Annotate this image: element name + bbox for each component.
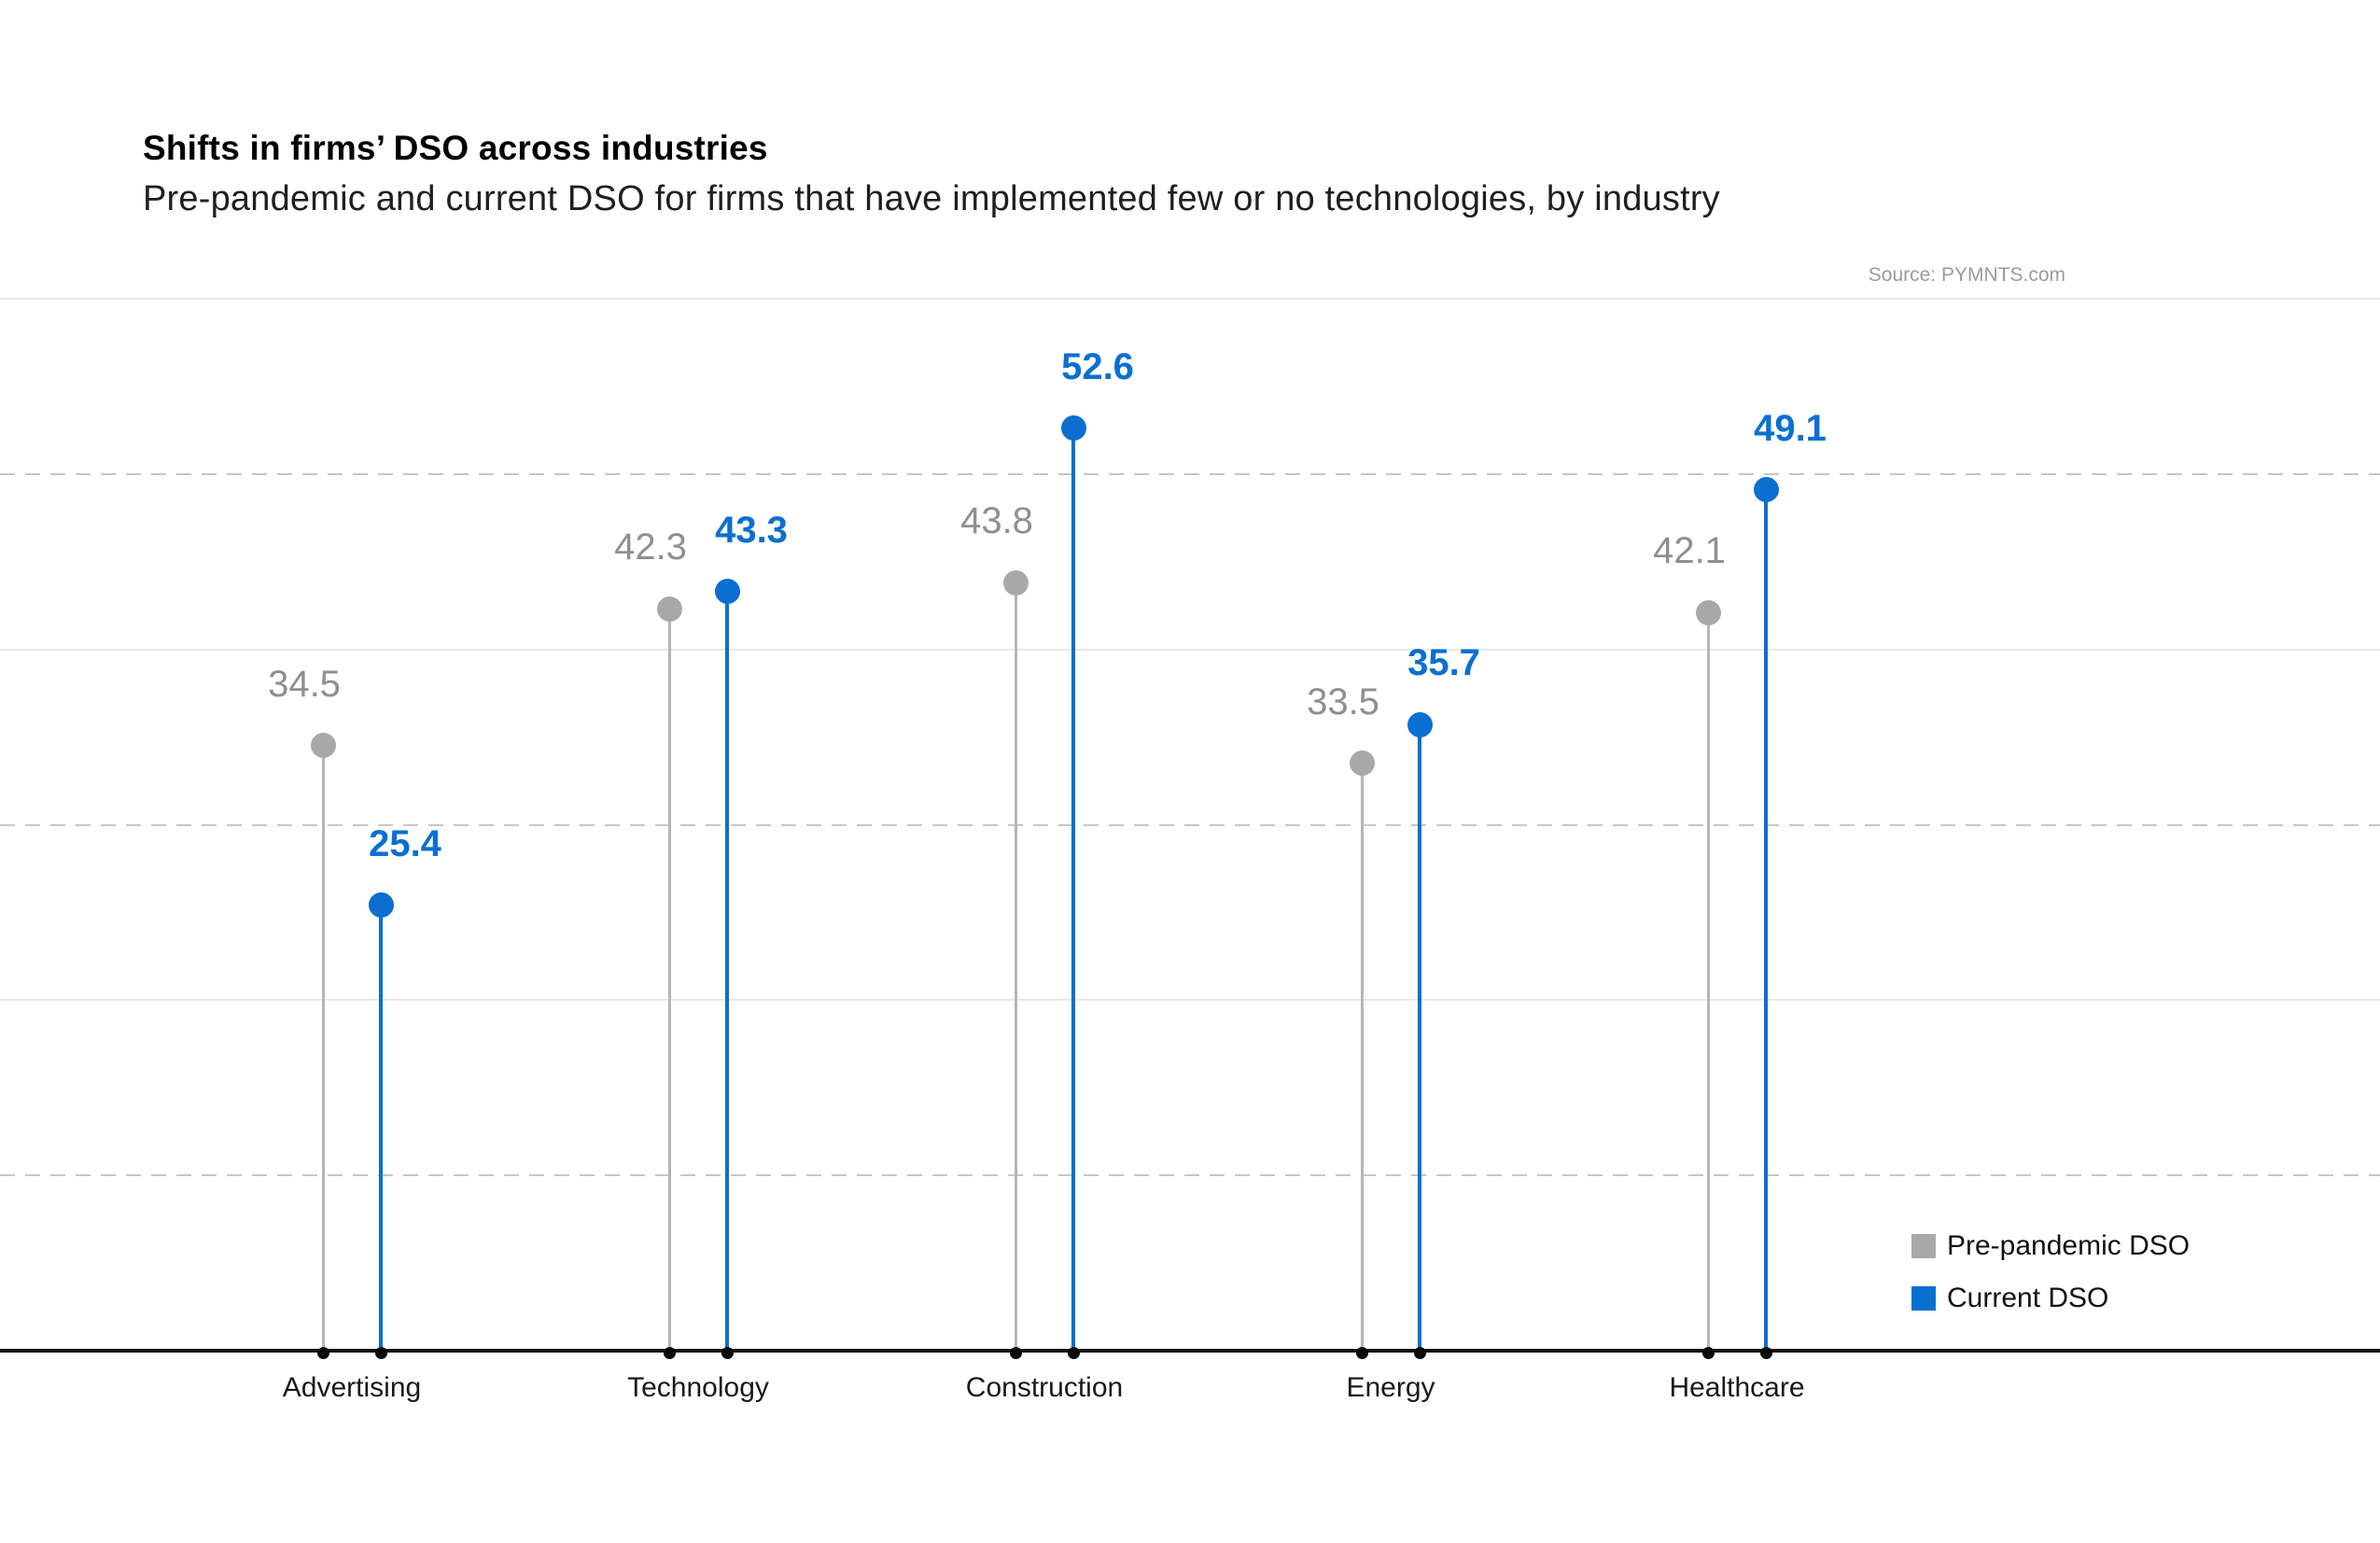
x-axis-label-technology: Technology — [627, 1372, 769, 1403]
dot-current-healthcare — [1753, 477, 1779, 503]
value-label-current-energy: 35.7 — [1407, 642, 1480, 684]
stem-current-construction — [1071, 428, 1075, 1353]
dot-pre-pandemic-healthcare — [1695, 599, 1721, 625]
legend: Pre-pandemic DSO Current DSO — [1911, 1230, 2190, 1335]
x-axis-line — [0, 1349, 2380, 1353]
x-axis-label-construction: Construction — [965, 1372, 1124, 1403]
gridline-solid-60 — [0, 298, 2380, 300]
dot-pre-pandemic-energy — [1349, 750, 1375, 777]
value-label-current-construction: 52.6 — [1061, 345, 1134, 387]
gridline-dashed-30 — [0, 823, 2380, 826]
value-label-pre-pandemic-advertising: 34.5 — [268, 663, 341, 705]
value-label-pre-pandemic-healthcare: 42.1 — [1653, 530, 1726, 572]
legend-item-current: Current DSO — [1911, 1283, 2190, 1314]
dot-current-technology — [714, 579, 740, 605]
value-label-current-healthcare: 49.1 — [1754, 407, 1827, 449]
legend-item-pre-pandemic: Pre-pandemic DSO — [1911, 1230, 2190, 1262]
gridline-solid-20 — [0, 999, 2380, 1002]
chart-title: Shifts in firms’ DSO across industries — [143, 129, 768, 167]
dot-pre-pandemic-construction — [1002, 569, 1029, 596]
x-axis-label-energy: Energy — [1346, 1372, 1435, 1403]
stem-pre-pandemic-construction — [1014, 582, 1017, 1353]
axis-point-pre-pandemic-energy — [1355, 1346, 1368, 1359]
dot-current-construction — [1060, 415, 1086, 442]
legend-label-current: Current DSO — [1947, 1283, 2109, 1313]
axis-point-pre-pandemic-technology — [663, 1346, 676, 1359]
axis-point-pre-pandemic-healthcare — [1701, 1346, 1715, 1359]
chart-subtitle: Pre-pandemic and current DSO for firms t… — [143, 179, 1720, 218]
legend-swatch-current — [1911, 1286, 1936, 1311]
axis-point-current-energy — [1413, 1346, 1426, 1359]
axis-point-current-construction — [1067, 1346, 1080, 1359]
stem-pre-pandemic-energy — [1360, 763, 1364, 1353]
x-axis-label-healthcare: Healthcare — [1669, 1372, 1805, 1403]
stem-current-healthcare — [1764, 489, 1768, 1353]
stem-pre-pandemic-advertising — [321, 745, 325, 1353]
stem-pre-pandemic-healthcare — [1706, 612, 1710, 1353]
stem-current-technology — [725, 591, 729, 1353]
dot-pre-pandemic-technology — [656, 596, 682, 622]
gridline-dashed-10 — [0, 1174, 2380, 1177]
value-label-pre-pandemic-technology: 42.3 — [614, 526, 687, 568]
dot-current-advertising — [368, 892, 394, 919]
stem-current-advertising — [379, 905, 383, 1353]
axis-point-current-healthcare — [1759, 1346, 1772, 1359]
stem-current-energy — [1418, 724, 1421, 1353]
axis-point-pre-pandemic-advertising — [316, 1346, 329, 1359]
legend-label-pre-pandemic: Pre-pandemic DSO — [1947, 1230, 2191, 1261]
dot-current-energy — [1407, 711, 1433, 737]
gridline-dashed-50 — [0, 472, 2380, 475]
axis-point-pre-pandemic-construction — [1009, 1346, 1022, 1359]
dot-pre-pandemic-advertising — [310, 733, 336, 759]
x-axis-label-advertising: Advertising — [282, 1372, 422, 1403]
stem-pre-pandemic-technology — [667, 609, 671, 1353]
value-label-current-technology: 43.3 — [715, 509, 788, 551]
gridline-solid-40 — [0, 648, 2380, 651]
value-label-pre-pandemic-energy: 33.5 — [1307, 680, 1379, 722]
axis-point-current-technology — [721, 1346, 734, 1359]
value-label-pre-pandemic-construction: 43.8 — [960, 500, 1033, 542]
source-credit: Source: PYMNTS.com — [1868, 264, 2065, 286]
axis-point-current-advertising — [374, 1346, 387, 1359]
value-label-current-advertising: 25.4 — [369, 822, 441, 864]
legend-swatch-pre-pandemic — [1911, 1234, 1936, 1258]
